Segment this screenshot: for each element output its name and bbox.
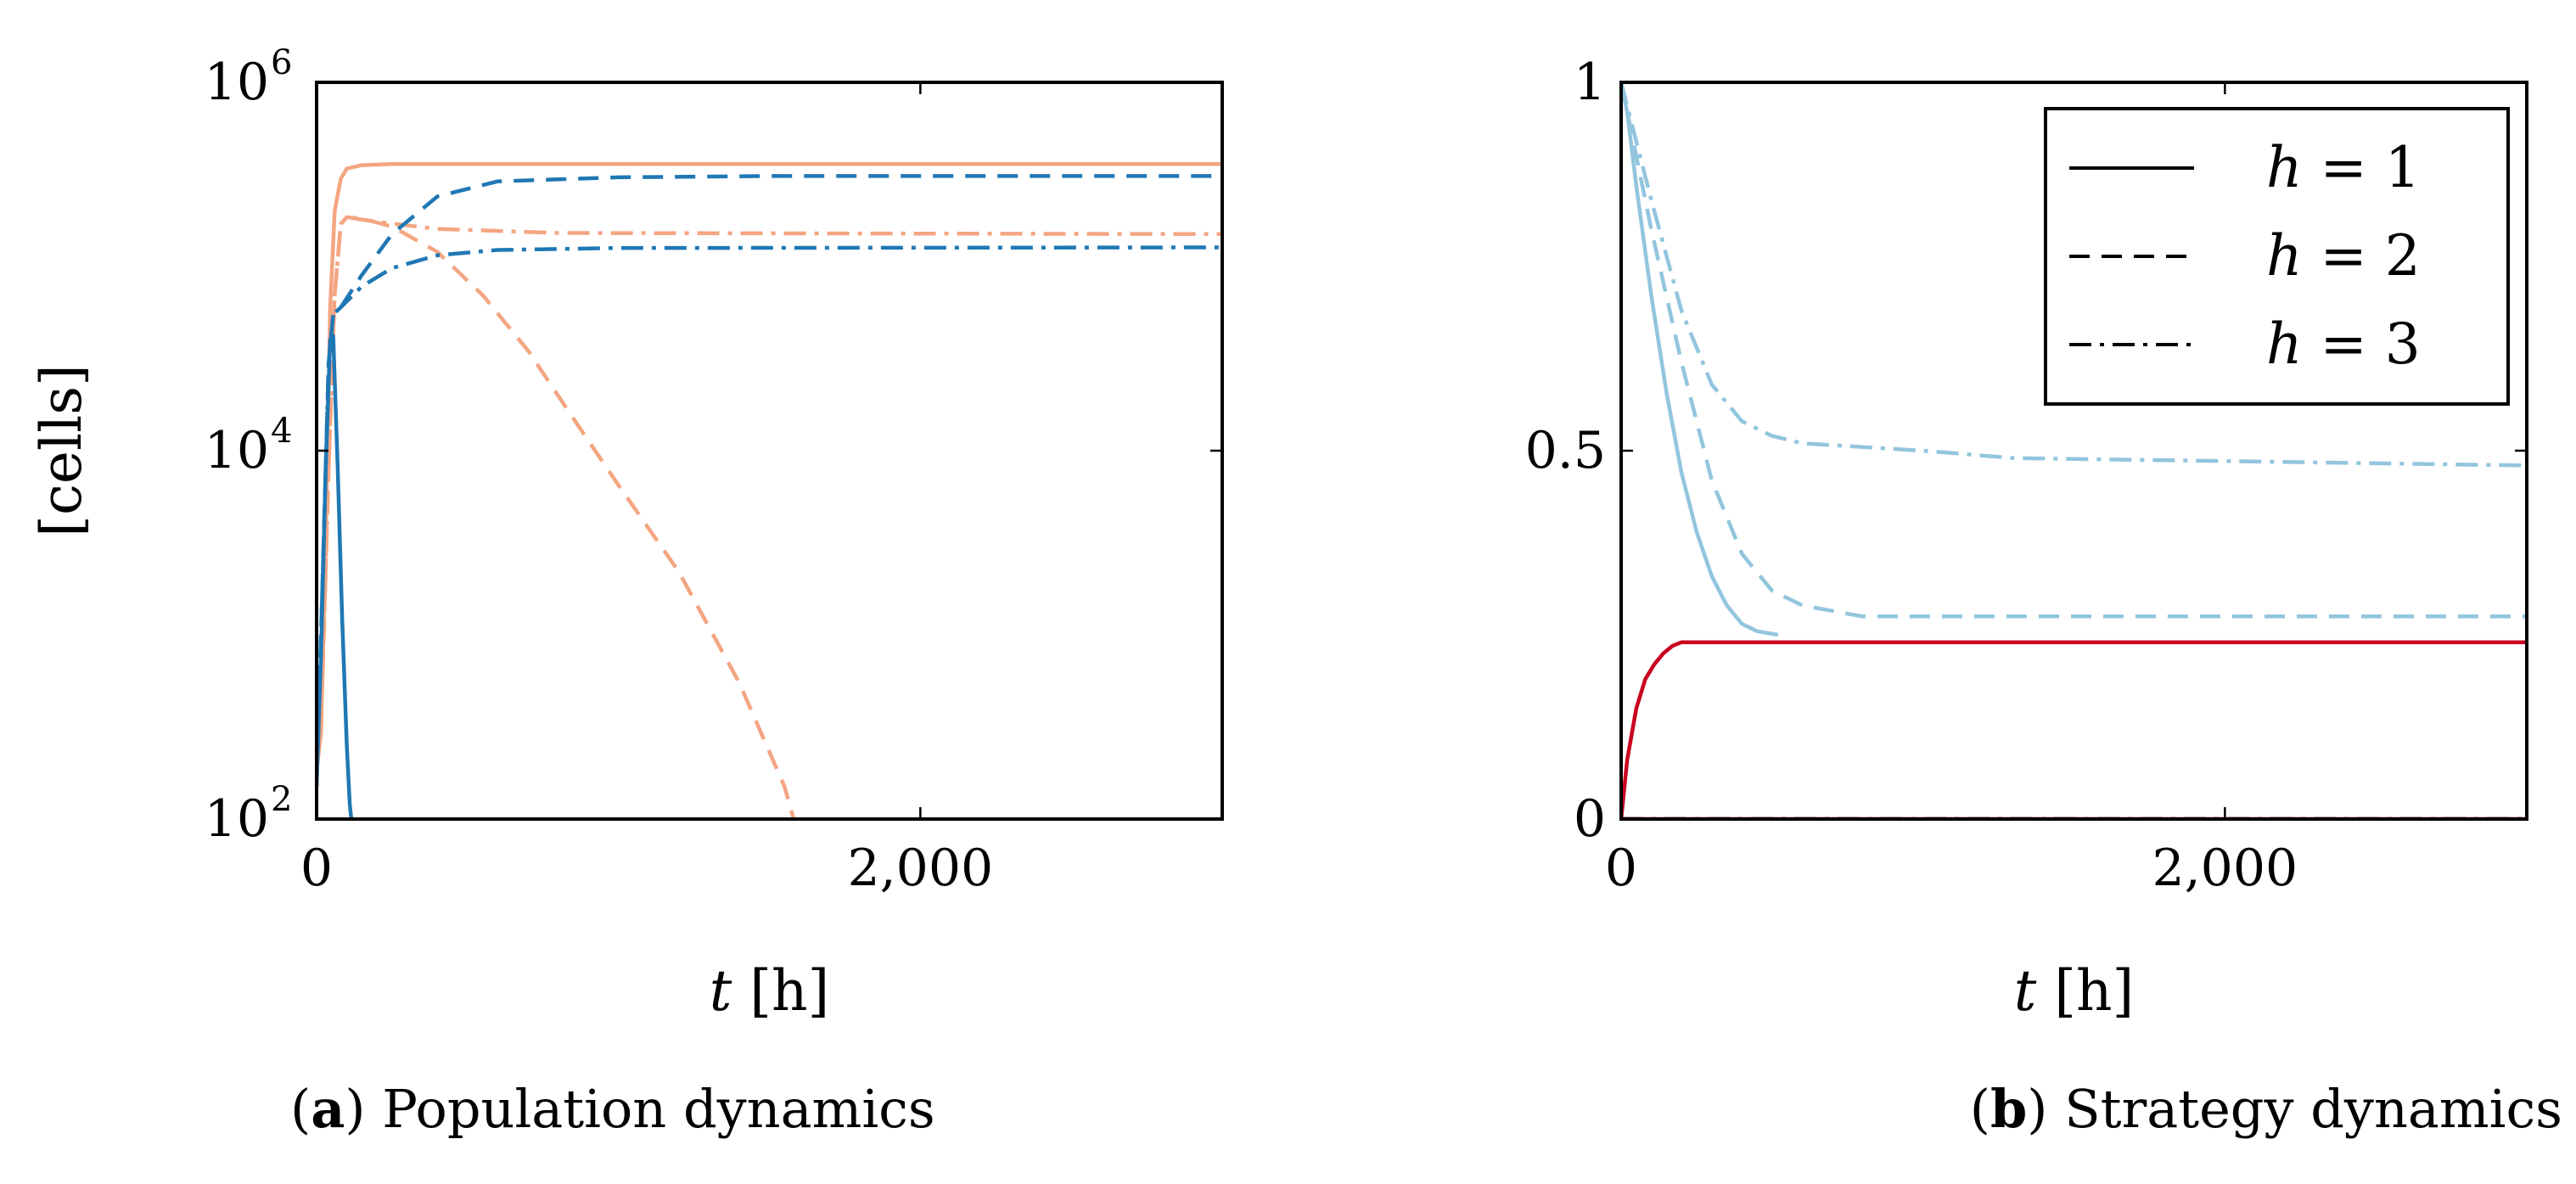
series-line-b-3 [1621, 82, 2527, 468]
x-tick-label: 0 [1605, 839, 1637, 898]
panel-b: 0 2,000 0 0.5 1 t [h] h = 1 h = 2 h = 3 [1525, 53, 2528, 1024]
y-tick-label: 0.5 [1525, 421, 1606, 480]
series-line-a-5 [317, 174, 1222, 787]
x-tick-label: 0 [300, 839, 333, 898]
caption-b-letter: b [1990, 1078, 2028, 1140]
x-tick-label: 2,000 [2152, 839, 2298, 898]
y-tick-label: 0 [1574, 789, 1606, 849]
series-group [1621, 82, 2527, 819]
series-group [317, 162, 1222, 819]
legend-label-1: h = 1 [2266, 135, 2421, 200]
y-tick-label: 10 [205, 789, 269, 849]
x-tick-label: 2,000 [847, 839, 993, 898]
x-axis-title: t [h] [2014, 958, 2135, 1024]
series-line-b-2 [1621, 82, 2527, 619]
series-line-a-2 [317, 215, 796, 819]
y-tick-label: 10 [205, 53, 269, 112]
series-line-a-3 [317, 215, 1222, 772]
y-tick-exponent: 6 [271, 43, 292, 82]
y-tick-label: 1 [1574, 53, 1606, 112]
y-tick-exponent: 2 [271, 780, 292, 819]
x-axis-title: t [h] [710, 958, 830, 1024]
caption-b: (b) Strategy dynamics [1969, 1078, 2562, 1140]
legend: h = 1 h = 2 h = 3 [2044, 107, 2510, 406]
y-tick-label: 10 [205, 421, 269, 480]
series-line-a-6 [317, 245, 1222, 787]
legend-box [2044, 107, 2510, 406]
caption-a: (a) Population dynamics [290, 1078, 935, 1140]
caption-a-letter: a [311, 1078, 345, 1140]
y-tick-exponent: 4 [271, 412, 292, 451]
legend-label-3: h = 3 [2266, 311, 2421, 377]
series-line-b-4 [1621, 640, 2527, 819]
series-line-b-1 [1621, 82, 1779, 637]
legend-label-2: h = 2 [2266, 223, 2421, 289]
caption-a-text: Population dynamics [382, 1078, 935, 1140]
y-axis-title: [cells] [29, 364, 94, 537]
caption-b-text: Strategy dynamics [2064, 1078, 2562, 1140]
